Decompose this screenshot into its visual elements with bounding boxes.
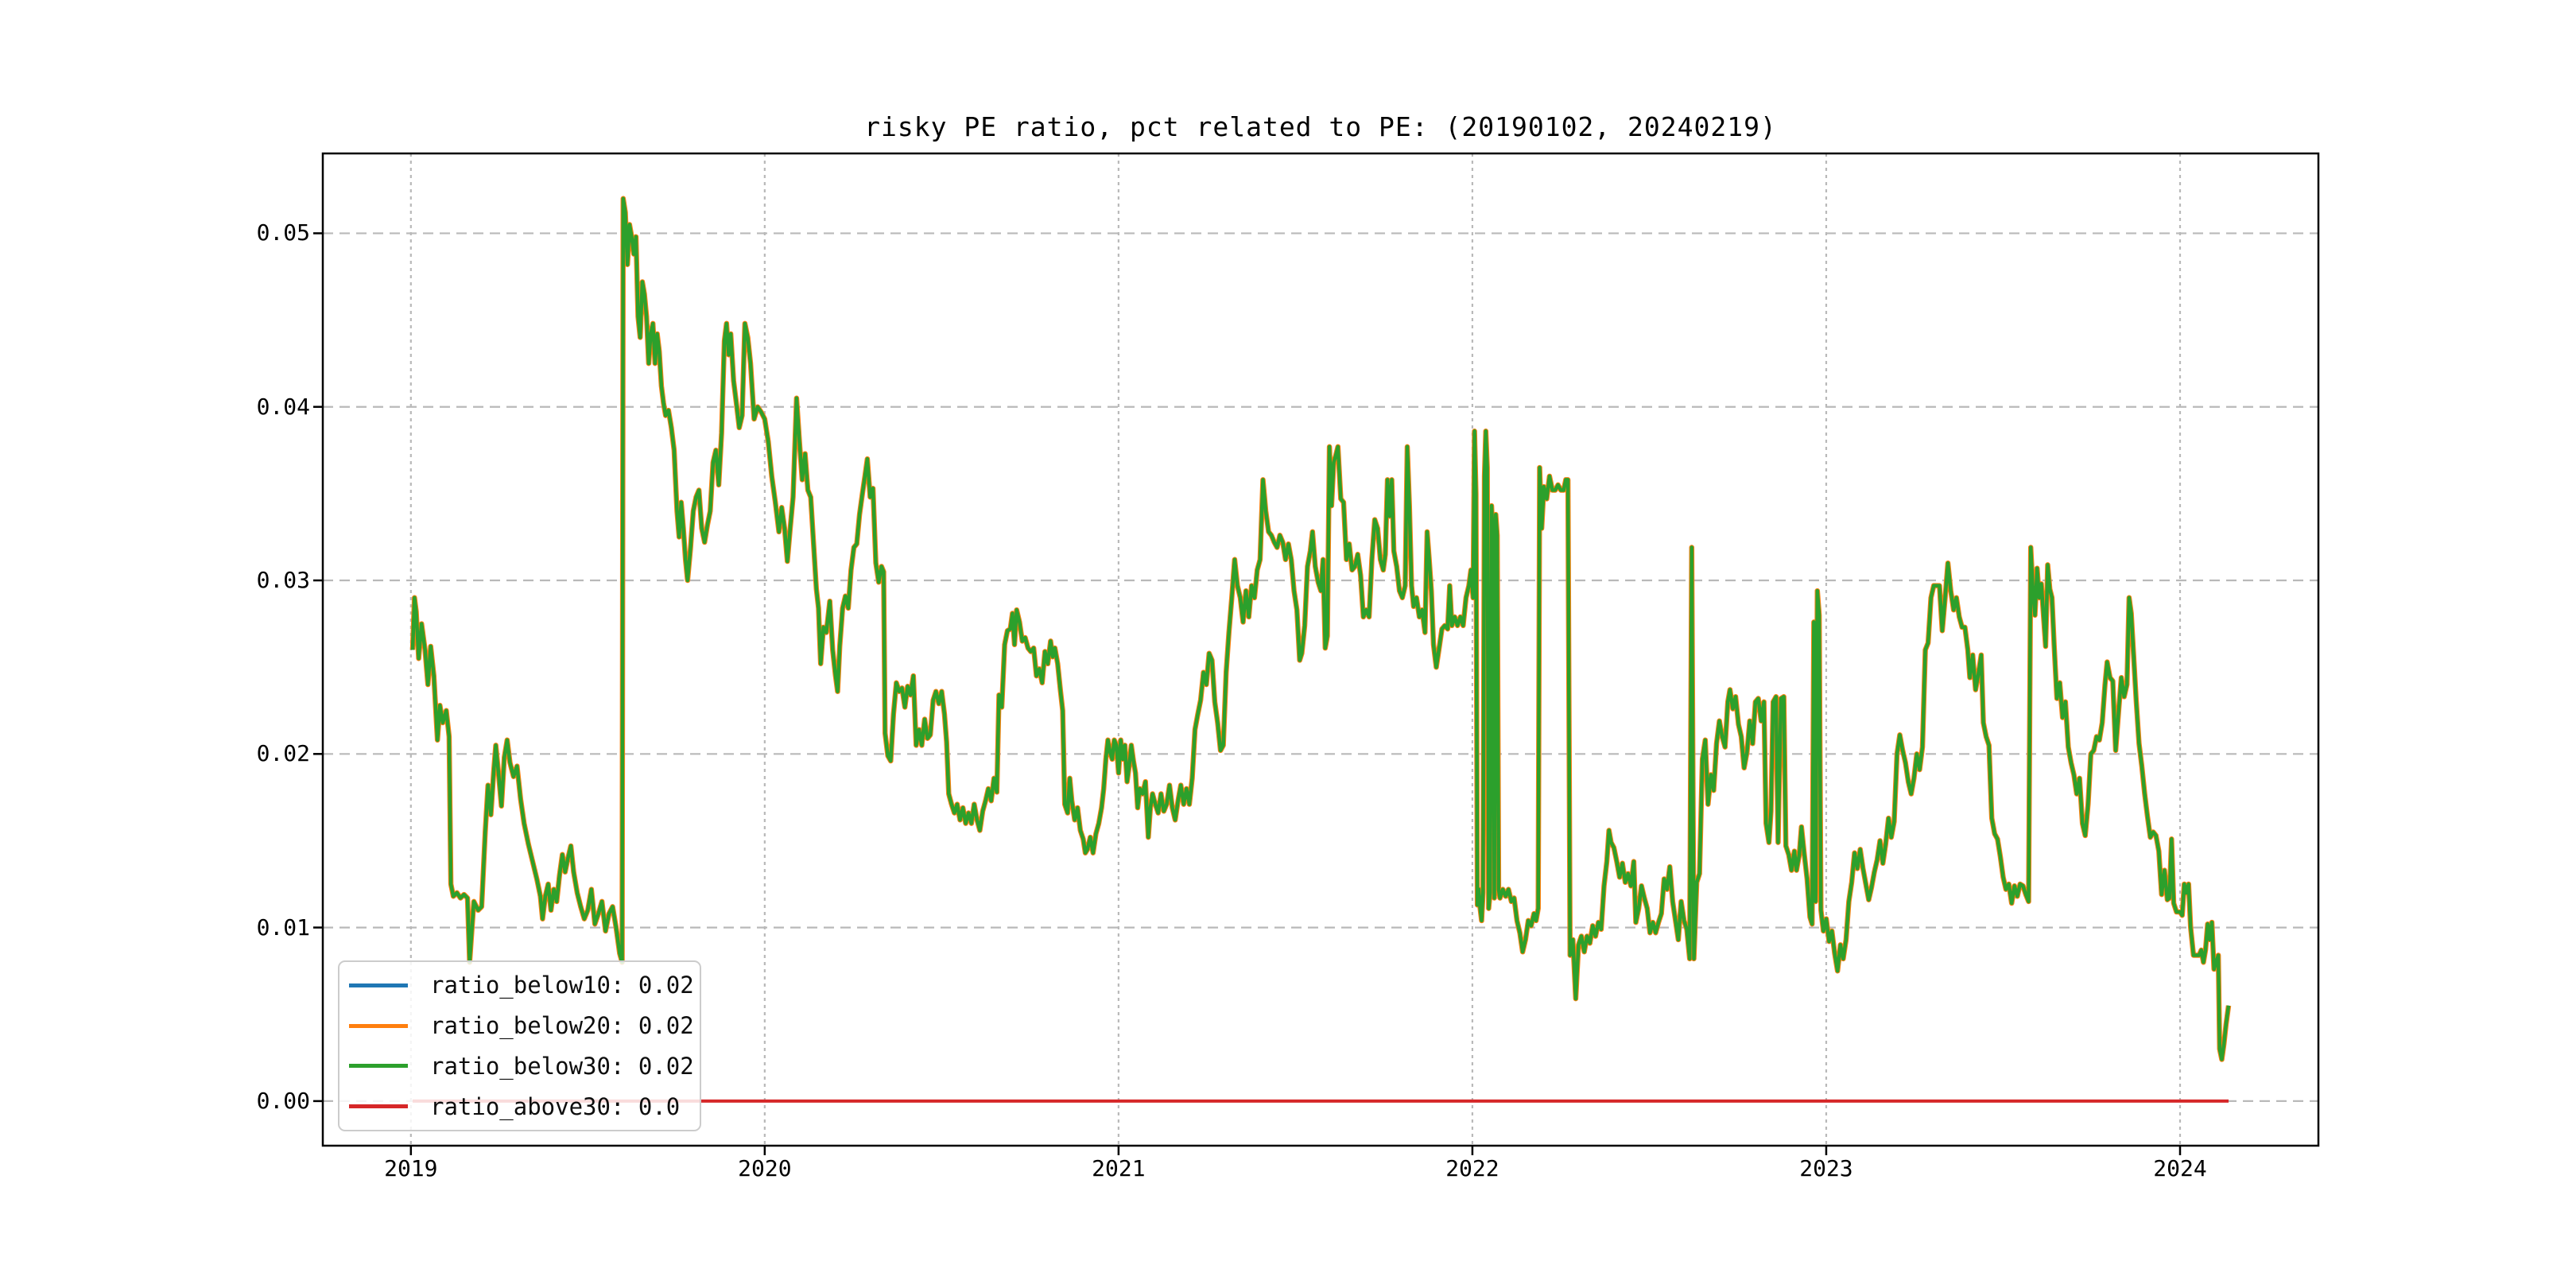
legend-swatch-ratio-below10 (349, 983, 408, 987)
legend-swatch-ratio-below20 (349, 1023, 408, 1028)
series-line-ratio_below10 (411, 196, 2230, 1061)
legend: ratio_below10: 0.02 ratio_below20: 0.02 … (338, 960, 701, 1131)
legend-item-ratio-below20: ratio_below20: 0.02 (339, 1007, 700, 1045)
legend-swatch-ratio-above30 (349, 1104, 408, 1109)
x-tick-label: 2024 (2153, 1155, 2207, 1181)
x-tick-label: 2020 (738, 1155, 792, 1181)
legend-label: ratio_below20: 0.02 (430, 1012, 694, 1040)
legend-item-ratio-above30: ratio_above30: 0.0 (339, 1088, 700, 1126)
series-line-ratio_below30 (410, 196, 2231, 1061)
y-tick-label: 0.02 (256, 740, 310, 767)
legend-label: ratio_above30: 0.0 (430, 1092, 681, 1120)
chart-title: risky PE ratio, pct related to PE: (2019… (864, 111, 1777, 142)
legend-label: ratio_below30: 0.02 (430, 1052, 694, 1080)
x-tick-label: 2023 (1799, 1155, 1853, 1181)
x-tick-label: 2021 (1092, 1155, 1146, 1181)
x-tick-label: 2019 (384, 1155, 438, 1181)
x-tick-label: 2022 (1445, 1155, 1499, 1181)
y-tick-label: 0.03 (256, 567, 310, 593)
legend-item-ratio-below10: ratio_below10: 0.02 (339, 966, 700, 1004)
y-tick-label: 0.01 (256, 914, 310, 941)
y-tick-label: 0.00 (256, 1087, 310, 1114)
plot-spines (321, 152, 2320, 1147)
legend-label: ratio_below10: 0.02 (430, 972, 694, 999)
legend-item-ratio-below30: ratio_below30: 0.02 (339, 1047, 700, 1085)
series-line-ratio_below20 (409, 196, 2232, 1062)
y-tick-label: 0.04 (256, 393, 310, 420)
legend-swatch-ratio-below30 (349, 1064, 408, 1069)
y-tick-label: 0.05 (256, 219, 310, 246)
